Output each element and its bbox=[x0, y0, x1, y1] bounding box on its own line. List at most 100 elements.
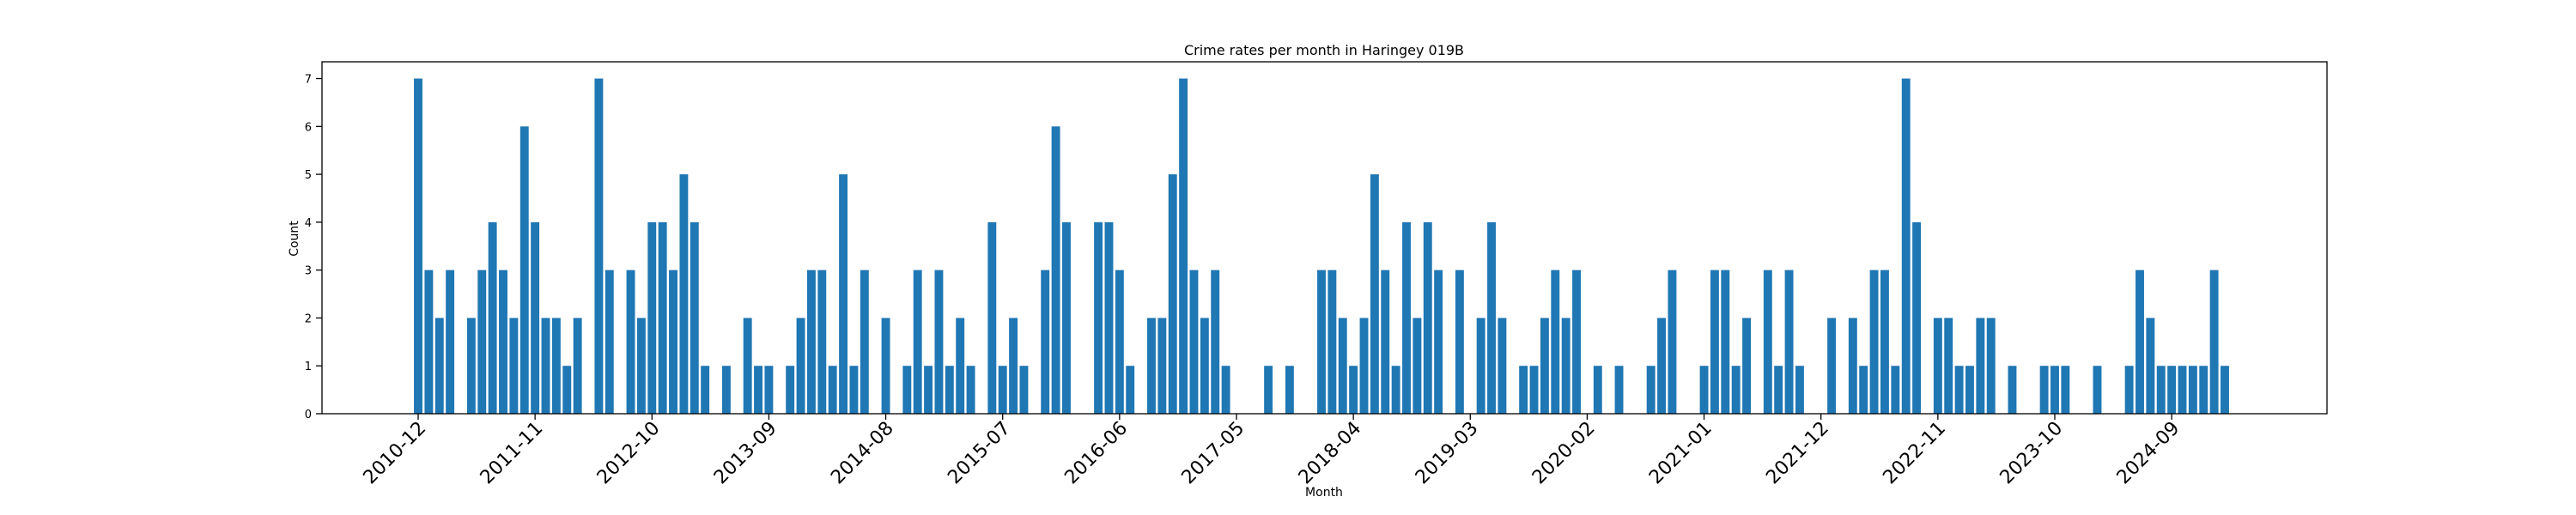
bar bbox=[1827, 318, 1837, 414]
x-tick-label: 2013-09 bbox=[710, 418, 781, 489]
bar bbox=[1104, 221, 1114, 414]
bar bbox=[1200, 318, 1209, 414]
bar bbox=[1157, 318, 1167, 414]
bar bbox=[806, 270, 816, 414]
bar bbox=[519, 126, 529, 414]
bar bbox=[605, 270, 614, 414]
bar bbox=[499, 270, 507, 414]
bar bbox=[446, 270, 455, 414]
x-tick-label: 2024-09 bbox=[2113, 418, 2184, 489]
bars bbox=[414, 78, 2229, 415]
bar bbox=[1009, 318, 1018, 414]
bar bbox=[2039, 366, 2049, 414]
bar bbox=[466, 318, 476, 414]
bar bbox=[966, 366, 975, 414]
bar bbox=[1869, 270, 1879, 414]
bar bbox=[488, 221, 497, 414]
bar bbox=[1986, 318, 1996, 414]
bar bbox=[541, 318, 550, 414]
x-axis-label: Month bbox=[1305, 486, 1343, 500]
bar bbox=[1359, 318, 1369, 414]
bar bbox=[1211, 270, 1220, 414]
x-tick-label: 2020-02 bbox=[1528, 418, 1600, 489]
bar bbox=[1891, 366, 1900, 414]
bar bbox=[1391, 366, 1400, 414]
bar bbox=[1147, 318, 1156, 414]
bar bbox=[956, 318, 965, 414]
bar bbox=[551, 318, 561, 414]
bar bbox=[1742, 318, 1752, 414]
bar bbox=[573, 318, 582, 414]
bar bbox=[796, 318, 805, 414]
bar bbox=[2008, 366, 2017, 414]
bar bbox=[1954, 366, 1964, 414]
x-tick-label: 2011-11 bbox=[477, 418, 548, 489]
bar bbox=[1434, 270, 1443, 414]
x-tick-label: 2012-10 bbox=[593, 418, 665, 489]
x-tick-label: 2010-12 bbox=[360, 418, 431, 489]
x-tick-label: 2021-01 bbox=[1645, 418, 1716, 489]
bar bbox=[934, 270, 944, 414]
y-tick-label: 0 bbox=[305, 409, 312, 421]
bar bbox=[786, 366, 795, 414]
bar bbox=[1498, 318, 1507, 414]
bar bbox=[1976, 318, 1985, 414]
bar bbox=[1402, 221, 1411, 414]
bar bbox=[1413, 318, 1422, 414]
bar bbox=[647, 221, 657, 414]
bar bbox=[1710, 270, 1719, 414]
bar bbox=[849, 366, 859, 414]
bar bbox=[2061, 366, 2070, 414]
bar bbox=[679, 174, 689, 414]
y-tick-label: 1 bbox=[305, 360, 312, 373]
bar bbox=[839, 174, 848, 414]
bar bbox=[1051, 126, 1060, 414]
bar bbox=[1317, 270, 1326, 414]
bar bbox=[1519, 366, 1528, 414]
x-tick-label: 2023-10 bbox=[1996, 418, 2068, 489]
bar bbox=[2124, 366, 2134, 414]
plot-frame bbox=[321, 61, 2328, 415]
x-tick-label: 2022-11 bbox=[1879, 418, 1950, 489]
bar bbox=[477, 270, 487, 414]
bar bbox=[1370, 174, 1379, 414]
bar bbox=[2199, 366, 2208, 414]
bar bbox=[924, 366, 933, 414]
bar bbox=[1381, 270, 1390, 414]
bar bbox=[1423, 221, 1432, 414]
bar bbox=[1721, 270, 1730, 414]
y-tick-label: 7 bbox=[305, 74, 312, 87]
bar bbox=[1668, 270, 1677, 414]
bar bbox=[721, 366, 731, 414]
bar bbox=[1731, 366, 1741, 414]
bar bbox=[1189, 270, 1199, 414]
bar bbox=[881, 318, 890, 414]
bar bbox=[424, 270, 434, 414]
bar bbox=[2050, 366, 2059, 414]
bar bbox=[1041, 270, 1050, 414]
bar bbox=[2178, 366, 2187, 414]
bar bbox=[1115, 270, 1124, 414]
bar bbox=[669, 270, 677, 414]
bar bbox=[1338, 318, 1347, 414]
bar bbox=[1880, 270, 1889, 414]
bar bbox=[2188, 366, 2197, 414]
x-tick-label: 2017-05 bbox=[1178, 418, 1249, 489]
bar bbox=[1327, 270, 1337, 414]
bar bbox=[636, 318, 646, 414]
bar bbox=[1349, 366, 1358, 414]
bar bbox=[1094, 221, 1103, 414]
bar bbox=[1487, 221, 1496, 414]
bar bbox=[1795, 366, 1804, 414]
x-tick-label: 2014-08 bbox=[827, 418, 898, 489]
bar bbox=[1168, 174, 1177, 414]
bar bbox=[414, 78, 422, 415]
y-tick-label: 5 bbox=[305, 169, 312, 182]
bar bbox=[1126, 366, 1135, 414]
bar bbox=[902, 366, 912, 414]
bar bbox=[690, 221, 699, 414]
bar bbox=[828, 366, 837, 414]
bar bbox=[1657, 318, 1666, 414]
